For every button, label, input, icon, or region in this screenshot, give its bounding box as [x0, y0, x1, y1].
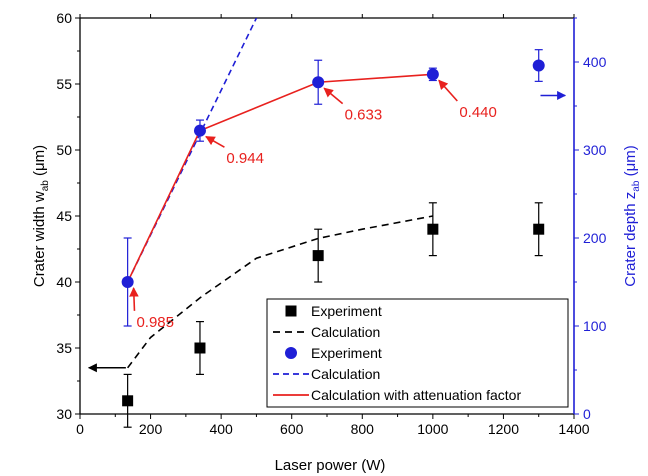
legend-label: Calculation: [311, 324, 380, 340]
series-layer: [121, 18, 545, 428]
y-right-tick-label: 0: [583, 406, 591, 422]
y-axis-right: 0 100 200 300 400: [574, 17, 607, 422]
annotation-label: 0.440: [459, 104, 497, 121]
annotation-label: 0.633: [345, 107, 383, 124]
legend-swatch: [285, 347, 297, 359]
data-point: [312, 76, 325, 89]
annotation-label: 0.944: [226, 150, 264, 167]
y-axis-left: 30 35 40 45 50 55 60: [56, 10, 80, 422]
legend-label: Experiment: [311, 345, 382, 361]
x-tick-label: 400: [209, 421, 233, 437]
y-left-tick-label: 60: [56, 10, 72, 26]
data-point: [194, 342, 206, 354]
y-left-tick-label: 40: [56, 274, 72, 290]
annotation-arrow: [129, 287, 139, 311]
series-line: [126, 73, 433, 283]
x-tick-label: 600: [280, 421, 304, 437]
legend-label: Calculation with attenuation factor: [311, 387, 521, 403]
legend-box: [266, 298, 569, 408]
x-tick-label: 1400: [558, 421, 589, 437]
data-point: [533, 223, 545, 235]
legend-label: Calculation: [311, 366, 380, 382]
annotations-layer: 0.985 0.944 0.633 0.440: [87, 79, 567, 373]
data-point: [427, 223, 439, 235]
annotation-label: 0.985: [136, 314, 174, 331]
x-tick-label: 1000: [417, 421, 448, 437]
legend-swatch: [285, 305, 297, 317]
data-point: [426, 68, 439, 81]
y-right-tick-label: 200: [583, 230, 607, 246]
y-right-tick-label: 300: [583, 142, 607, 158]
x-tick-label: 200: [139, 421, 163, 437]
x-tick-label: 800: [351, 421, 375, 437]
y-right-tick-label: 100: [583, 318, 607, 334]
data-point: [122, 395, 134, 407]
series-line: [126, 215, 434, 369]
y-left-tick-label: 30: [56, 406, 72, 422]
x-axis: 0 200 400 600 800 1000 1200 1400: [76, 14, 590, 437]
legend: Experiment Calculation Experiment Calculati…: [266, 298, 569, 408]
x-axis-label: Laser power (W): [275, 457, 386, 474]
data-point: [193, 124, 206, 137]
data-point: [312, 250, 324, 262]
annotation-arrow: [205, 135, 225, 148]
y-left-tick-label: 45: [56, 208, 72, 224]
data-point: [532, 59, 545, 72]
y-left-tick-label: 35: [56, 340, 72, 356]
y-right-tick-label: 400: [583, 54, 607, 70]
y-left-tick-label: 50: [56, 142, 72, 158]
x-tick-label: 0: [76, 421, 84, 437]
data-point: [121, 276, 134, 288]
series-line: [126, 18, 258, 283]
x-tick-label: 1200: [488, 421, 519, 437]
legend-label: Experiment: [311, 303, 382, 319]
annotation-arrow: [323, 87, 344, 105]
y-axis-right-label: Crater depth zab (μm): [622, 145, 642, 286]
y-axis-left-label: Crater width wab (μm): [31, 145, 51, 287]
annotation-arrow: [438, 79, 458, 102]
y-left-tick-label: 55: [56, 76, 72, 92]
